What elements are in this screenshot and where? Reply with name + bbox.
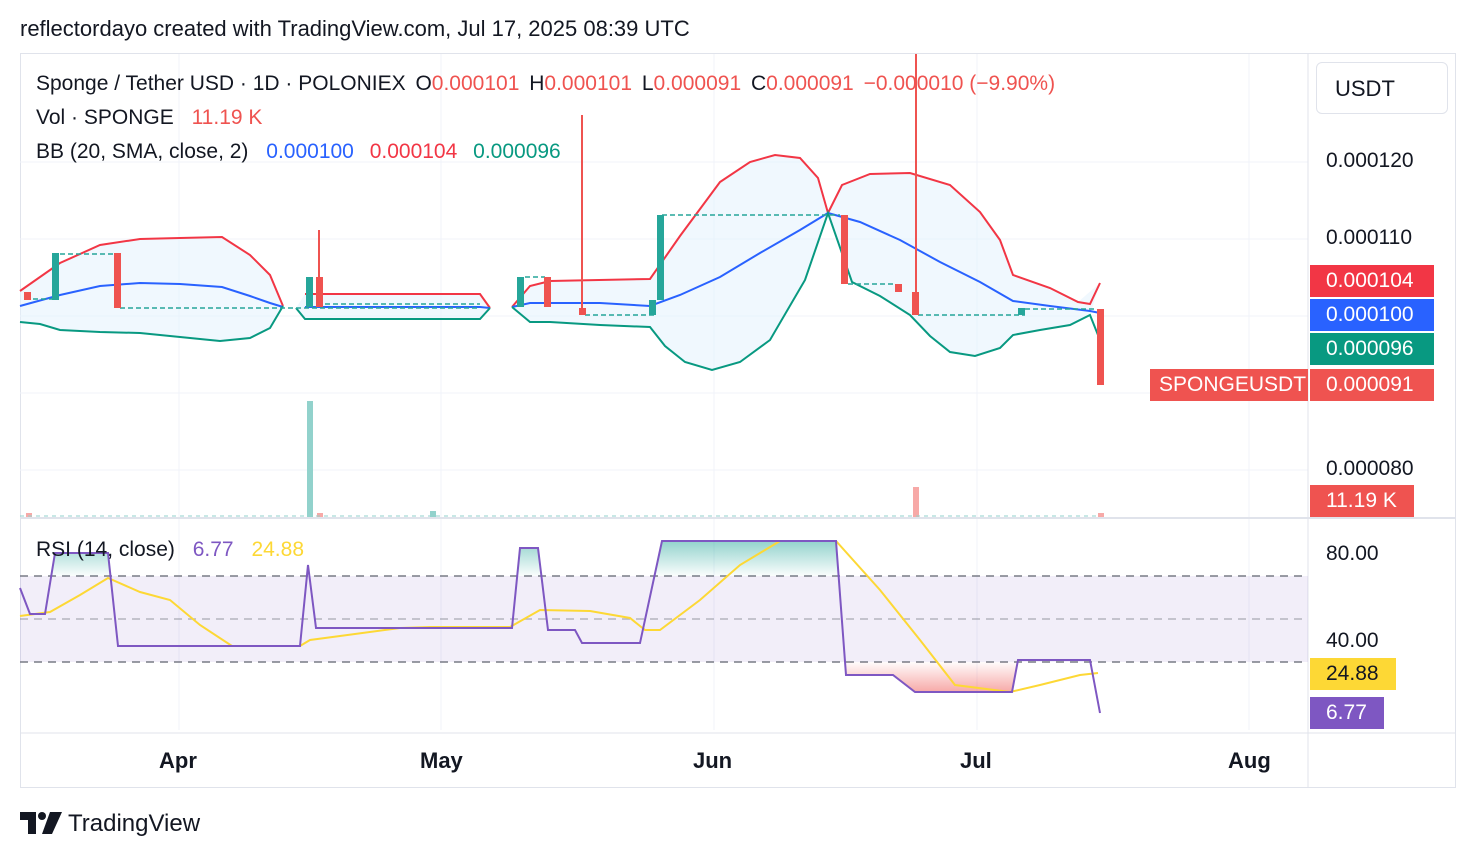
bollinger-band-fill — [20, 155, 1100, 370]
main-legend[interactable]: Sponge / Tether USD · 1D · POLONIEX O0.0… — [36, 72, 1059, 96]
bb-upper-value: 0.000104 — [369, 140, 458, 163]
volume-value: 11.19 K — [191, 106, 263, 129]
rsi-axis-label: 6.77 — [1310, 697, 1384, 729]
bb-legend[interactable]: BB (20, SMA, close, 2) 0.000100 0.000104… — [36, 140, 565, 164]
candle — [841, 215, 848, 284]
candle — [316, 277, 323, 307]
candle — [1018, 308, 1025, 315]
month-label-jul: Jul — [960, 748, 992, 773]
price-tick: 0.000120 — [1326, 149, 1414, 172]
bb-upper-line — [19, 153, 1101, 309]
chart-frame[interactable] — [20, 53, 1456, 788]
volume-bar — [913, 487, 919, 517]
currency-unit-button[interactable]: USDT — [1316, 62, 1448, 114]
symbol-axis-label: SPONGEUSDT — [1150, 369, 1308, 401]
candle — [649, 300, 656, 315]
candle — [544, 277, 551, 307]
candle — [114, 253, 121, 308]
candle — [306, 277, 313, 307]
rsi-oversold-fill — [846, 662, 1018, 692]
bb-lower-axis-label: 0.000096 — [1310, 333, 1434, 365]
candle — [895, 284, 902, 292]
price-tick: 0.000110 — [1326, 226, 1413, 249]
close-value: 0.000091 — [766, 72, 854, 95]
close-label: C — [750, 72, 767, 95]
candle — [517, 277, 524, 307]
candles — [24, 54, 1104, 385]
candle — [1097, 309, 1104, 385]
volume-bar — [317, 513, 323, 517]
rsi-line — [19, 540, 1101, 714]
month-label-apr: Apr — [159, 748, 197, 773]
rsi-ma-line — [19, 540, 1099, 694]
candle — [657, 215, 664, 300]
bb-basis-value: 0.000100 — [266, 140, 354, 163]
bb-upper-axis-label: 0.000104 — [1310, 265, 1434, 297]
candle — [579, 308, 586, 315]
bb-basis-line — [19, 211, 1101, 314]
bb-basis-axis-label: 0.000100 — [1310, 299, 1434, 331]
volume-axis-label: 11.19 K — [1310, 485, 1414, 517]
tradingview-brand-text: TradingView — [68, 810, 201, 837]
rsi-value: 6.77 — [192, 538, 234, 561]
open-value: 0.000101 — [431, 72, 520, 95]
low-label: L — [641, 72, 654, 95]
month-label-aug: Aug — [1228, 748, 1271, 773]
volume-bar — [1098, 513, 1104, 517]
high-value: 0.000101 — [544, 72, 632, 95]
month-label-may: May — [420, 748, 463, 773]
candle — [52, 253, 59, 300]
chart-header: reflectordayo created with TradingView.c… — [20, 16, 690, 41]
bb-lower-line — [19, 209, 1101, 372]
volume-label: Vol · SPONGE — [36, 106, 174, 129]
bb-lower-value: 0.000096 — [473, 140, 561, 163]
volume-bars — [20, 401, 1104, 517]
rsi-overbought-fill — [52, 541, 838, 576]
rsi-ma-axis-label: 24.88 — [1310, 658, 1396, 690]
change-value: −0.000010 (−9.90%) — [863, 72, 1056, 95]
tradingview-logo-icon — [20, 812, 62, 834]
tradingview-logo[interactable]: TradingView — [20, 810, 200, 838]
price-tick: 0.000080 — [1326, 457, 1414, 480]
rsi-label: RSI (14, close) — [36, 538, 175, 561]
rsi-ma-value: 24.88 — [251, 538, 305, 561]
price-dashes — [33, 214, 1096, 316]
month-label-jun: Jun — [693, 748, 733, 773]
rsi-tick: 80.00 — [1326, 542, 1379, 565]
candle — [24, 292, 31, 300]
symbol-title[interactable]: Sponge / Tether USD · 1D · POLONIEX — [36, 72, 406, 95]
last-price-axis-label: 0.000091 — [1310, 369, 1434, 401]
volume-bar — [430, 511, 436, 517]
rsi-legend[interactable]: RSI (14, close) 6.77 24.88 — [36, 538, 308, 562]
candle — [912, 292, 919, 315]
high-label: H — [529, 72, 545, 95]
volume-bar — [26, 513, 32, 517]
rsi-tick: 40.00 — [1326, 629, 1379, 652]
volume-bar — [307, 401, 313, 517]
open-label: O — [415, 72, 432, 95]
volume-legend[interactable]: Vol · SPONGE 11.19 K — [36, 106, 266, 130]
low-value: 0.000091 — [653, 72, 742, 95]
bb-label: BB (20, SMA, close, 2) — [36, 140, 249, 163]
